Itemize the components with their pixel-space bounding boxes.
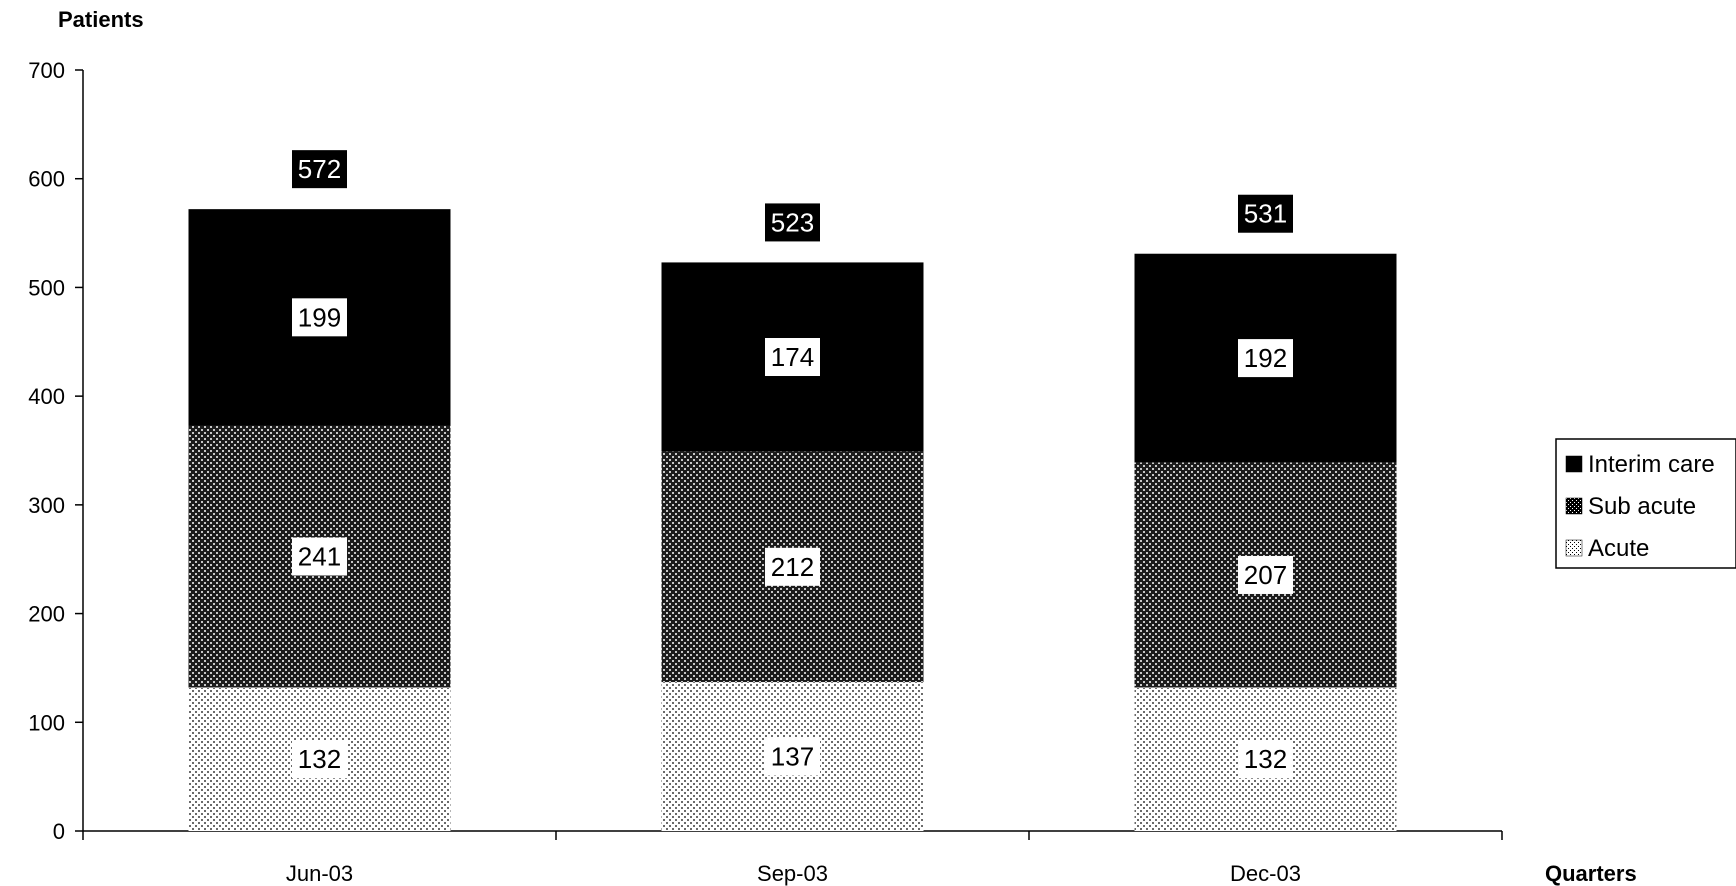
y-tick-label: 100 (28, 710, 65, 735)
y-tick-label: 300 (28, 493, 65, 518)
legend: Interim care Sub acute Acute (1555, 438, 1736, 569)
data-label-bg (765, 203, 820, 242)
data-label: 531 (1244, 199, 1287, 229)
data-label: 174 (771, 342, 814, 372)
y-tick-label: 0 (53, 819, 65, 844)
data-label-bg (292, 537, 347, 576)
data-label-bg (292, 298, 347, 337)
y-tick-label: 500 (28, 275, 65, 300)
data-label-bg (1238, 555, 1293, 594)
y-tick-label: 400 (28, 384, 65, 409)
legend-swatch (1565, 455, 1583, 473)
data-label: 132 (1244, 744, 1287, 774)
legend-swatch (1565, 497, 1583, 515)
x-tick-label: Dec-03 (1230, 861, 1301, 886)
data-label-bg (765, 338, 820, 377)
data-label: 207 (1244, 560, 1287, 590)
data-label: 241 (298, 541, 341, 571)
data-label: 192 (1244, 343, 1287, 373)
x-tick-label: Sep-03 (757, 861, 828, 886)
legend-box (1555, 438, 1736, 569)
x-tick-label: Jun-03 (286, 861, 353, 886)
data-label: 132 (298, 744, 341, 774)
data-label-bg (1238, 740, 1293, 779)
data-label-bg (1238, 194, 1293, 233)
y-tick-label: 700 (28, 58, 65, 83)
y-tick-label: 200 (28, 602, 65, 627)
data-label-bg (292, 740, 347, 779)
data-label: 523 (771, 207, 814, 237)
data-label-bg (765, 547, 820, 586)
y-tick-label: 600 (28, 167, 65, 192)
legend-label: Interim care (1588, 451, 1715, 478)
data-label-bg (765, 737, 820, 776)
data-label: 199 (298, 302, 341, 332)
data-label: 137 (771, 742, 814, 772)
legend-swatch (1565, 539, 1583, 557)
data-label: 572 (298, 154, 341, 184)
data-labels: 132 241 199 572 137 212 174 523 132 207 192 531 (292, 150, 1293, 779)
data-label-bg (1238, 339, 1293, 378)
y-axis-title: Patients (58, 7, 144, 32)
data-label-bg (292, 150, 347, 189)
data-label: 212 (771, 552, 814, 582)
x-axis-title: Quarters (1545, 861, 1637, 886)
legend-label: Sub acute (1588, 493, 1696, 520)
legend-label: Acute (1588, 535, 1649, 562)
axes: 0 100 200 300 400 500 600 700 Jun-03 Sep-03 Dec-03 (28, 58, 1503, 886)
